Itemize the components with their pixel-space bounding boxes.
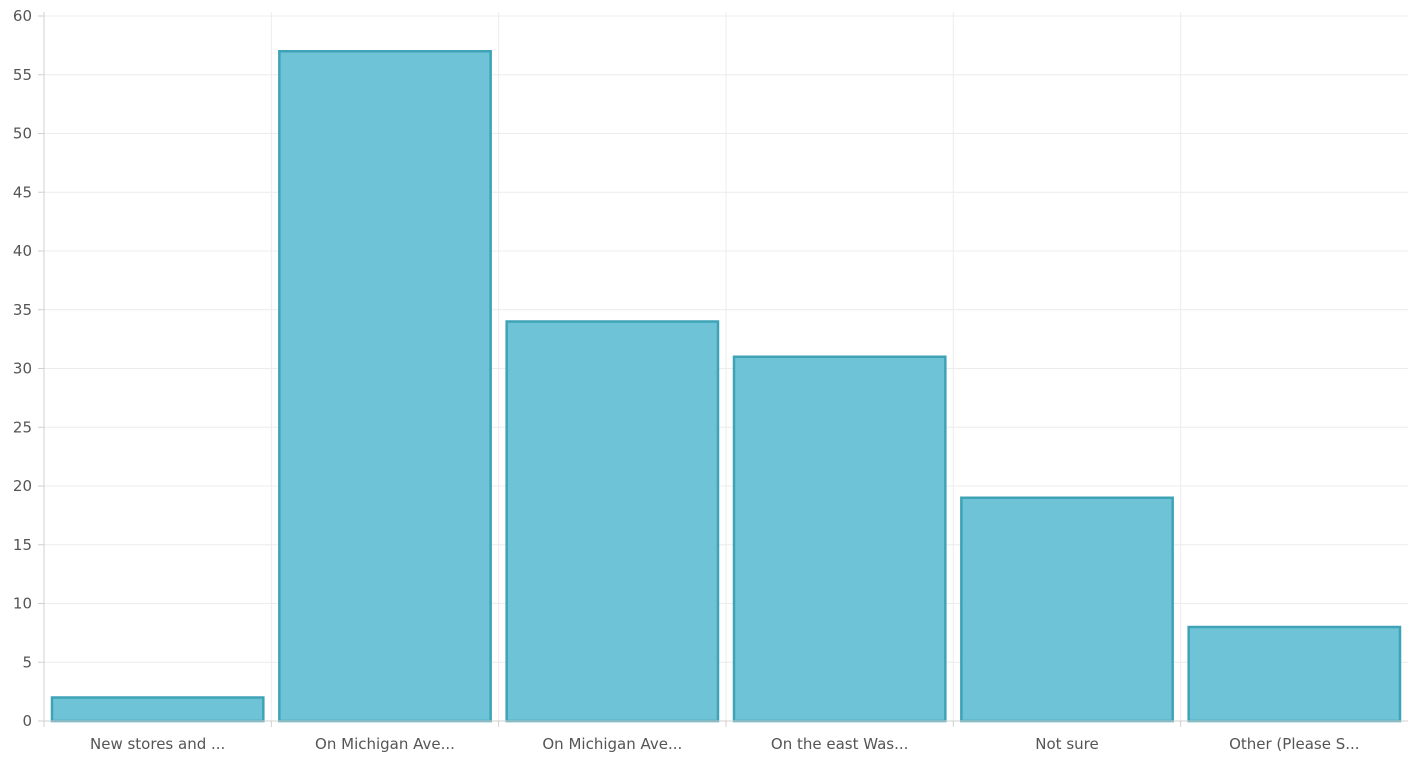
y-tick-label: 25	[13, 418, 32, 436]
bar[interactable]	[278, 50, 492, 723]
grid-lines	[44, 12, 1408, 721]
y-tick-label: 10	[13, 595, 32, 613]
x-tick-label: On Michigan Ave...	[315, 735, 455, 753]
bars	[50, 50, 1402, 723]
y-tick-label: 45	[13, 183, 32, 201]
axes	[38, 12, 1408, 727]
bar[interactable]	[50, 696, 265, 723]
y-tick-label: 0	[22, 712, 32, 730]
x-tick-label: On Michigan Ave...	[542, 735, 682, 753]
x-axis-ticks: New stores and ... On Michigan Ave... On M…	[90, 735, 1360, 753]
x-tick-label: Not sure	[1035, 735, 1098, 753]
bar[interactable]	[1187, 625, 1402, 723]
y-tick-label: 30	[13, 360, 32, 378]
y-tick-label: 60	[13, 7, 32, 25]
bar[interactable]	[960, 496, 1174, 723]
x-tick-label: New stores and ...	[90, 735, 225, 753]
bar[interactable]	[505, 320, 720, 723]
y-axis-ticks: 0 5 10 15 20 25 30 35 40 45 50 55 60	[13, 7, 32, 730]
x-tick-label: Other (Please S...	[1229, 735, 1359, 753]
y-tick-label: 35	[13, 301, 32, 319]
y-tick-label: 40	[13, 242, 32, 260]
bar[interactable]	[732, 355, 947, 723]
y-tick-label: 55	[13, 66, 32, 84]
y-tick-label: 15	[13, 536, 32, 554]
y-tick-label: 5	[22, 653, 32, 671]
x-tick-label: On the east Was...	[771, 735, 909, 753]
y-tick-label: 20	[13, 477, 32, 495]
y-tick-label: 50	[13, 125, 32, 143]
